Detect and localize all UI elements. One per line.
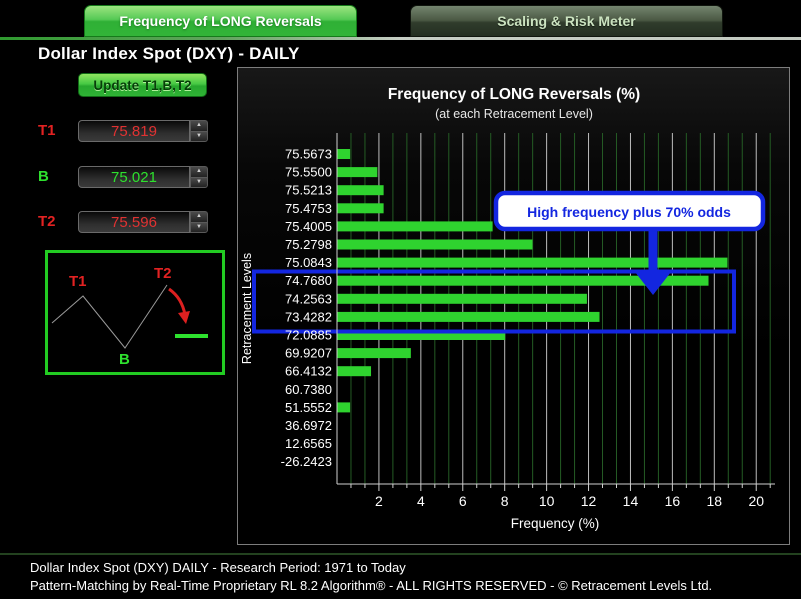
annotation-box	[493, 190, 766, 232]
x-tick-label: 12	[581, 493, 597, 509]
page-title: Dollar Index Spot (DXY) - DAILY	[38, 44, 300, 63]
y-tick-label: 66.4132	[285, 364, 332, 379]
t2-spinner-down-icon[interactable]: ▼	[190, 221, 208, 233]
chart-bar	[337, 167, 378, 178]
x-tick-label: 14	[623, 493, 639, 509]
y-tick-label: -26.2423	[281, 454, 332, 469]
pattern-diagram: T1 T2 B	[45, 250, 225, 375]
chart-bar	[337, 257, 728, 268]
y-tick-label: 73.4282	[285, 309, 332, 324]
bars	[337, 149, 728, 413]
b-spinner: ▲ ▼	[190, 166, 208, 188]
y-tick-label: 75.0843	[285, 255, 332, 270]
y-axis-title: Retracement Levels	[240, 253, 254, 364]
chart-bar	[337, 348, 411, 359]
chart-bar	[337, 185, 384, 196]
t1-label: T1	[38, 122, 56, 139]
x-tick-label: 16	[665, 493, 681, 509]
chart-bar	[337, 311, 600, 322]
y-tick-label: 75.2798	[285, 237, 332, 252]
status-line-research-period: Dollar Index Spot (DXY) DAILY - Research…	[30, 560, 406, 575]
x-axis-title: Frequency (%)	[511, 516, 600, 531]
t1-spinner-up-icon[interactable]: ▲	[190, 120, 208, 131]
tab-scaling-label: Scaling & Risk Meter	[497, 13, 636, 29]
chart-panel: Frequency of LONG Reversals (%) (at each …	[237, 67, 790, 545]
chart-bar	[337, 275, 709, 286]
x-tick-label: 18	[707, 493, 723, 509]
y-tick-label: 72.0885	[285, 328, 332, 343]
t2-spinner-up-icon[interactable]: ▲	[190, 211, 208, 222]
chart-bar	[337, 149, 351, 159]
annotation-text: High frequency plus 70% odds	[527, 204, 731, 220]
y-tick-label: 51.5552	[285, 400, 332, 415]
t2-spinner: ▲ ▼	[190, 211, 208, 233]
chart-bar	[337, 330, 506, 340]
chart-bar	[337, 239, 533, 250]
annotation-callout: High frequency plus 70% odds	[493, 190, 766, 295]
chart-subtitle: (at each Retracement Level)	[435, 107, 593, 121]
y-tick-label: 75.5500	[285, 165, 332, 180]
status-bar: Dollar Index Spot (DXY) DAILY - Research…	[30, 559, 790, 595]
x-tick-label: 10	[539, 493, 555, 509]
status-divider	[0, 553, 801, 555]
t1-field-row: T1 ▲ ▼	[0, 120, 215, 142]
t2-label: T2	[38, 213, 56, 230]
chart-bar	[337, 203, 384, 214]
y-tick-label: 75.4753	[285, 201, 332, 216]
x-tick-label: 2	[375, 493, 383, 509]
t2-field-row: T2 ▲ ▼	[0, 211, 215, 233]
t2-input[interactable]	[78, 211, 190, 233]
frequency-bar-chart: Frequency of LONG Reversals (%) (at each …	[240, 86, 775, 531]
diagram-t1-label: T1	[69, 273, 87, 290]
x-tick-label: 6	[459, 493, 467, 509]
pattern-diagram-drawing: T1 T2 B	[51, 265, 208, 368]
b-spinner-up-icon[interactable]: ▲	[190, 166, 208, 177]
b-field-row: B ▲ ▼	[0, 166, 215, 188]
y-tick-label: 75.4005	[285, 219, 332, 234]
diagram-b-label: B	[119, 351, 130, 368]
t1-spinner-down-icon[interactable]: ▼	[190, 130, 208, 142]
b-spinner-down-icon[interactable]: ▼	[190, 176, 208, 188]
chart-bar	[337, 366, 372, 377]
reversal-arrowhead	[178, 311, 190, 324]
b-input[interactable]	[78, 166, 190, 188]
tab-scaling-risk-meter[interactable]: Scaling & Risk Meter	[410, 5, 723, 37]
reversal-arrow	[168, 287, 187, 316]
b-label: B	[38, 168, 49, 185]
status-line-copyright: Pattern-Matching by Real-Time Proprietar…	[30, 578, 713, 593]
tab-frequency-label: Frequency of LONG Reversals	[119, 13, 322, 29]
t1-input[interactable]	[78, 120, 190, 142]
y-tick-label: 75.5213	[285, 183, 332, 198]
annotation-arrowhead	[635, 272, 671, 295]
highlight-rectangle	[252, 269, 736, 334]
tab-frequency-of-long-reversals[interactable]: Frequency of LONG Reversals	[84, 5, 357, 37]
y-tick-label: 12.6565	[285, 436, 332, 451]
y-tick-label: 60.7380	[285, 382, 332, 397]
diagram-t2-label: T2	[154, 265, 172, 282]
y-tick-label: 36.6972	[285, 418, 332, 433]
y-tick-label: 75.5673	[285, 147, 332, 162]
y-tick-label: 74.2563	[285, 291, 332, 306]
tab-underline	[0, 37, 801, 40]
y-tick-label: 74.7680	[285, 273, 332, 288]
chart-bar	[337, 293, 587, 304]
gridlines	[350, 133, 771, 484]
chart-bar	[337, 402, 351, 413]
x-tick-label: 20	[748, 493, 764, 509]
chart-bar	[337, 221, 493, 232]
chart-title: Frequency of LONG Reversals (%)	[388, 86, 640, 103]
y-tick-label: 69.9207	[285, 346, 332, 361]
t1-spinner: ▲ ▼	[190, 120, 208, 142]
x-tick-label: 4	[417, 493, 425, 509]
update-t1-b-t2-button[interactable]: Update T1,B,T2	[78, 73, 207, 97]
x-axis-ticks	[350, 484, 771, 491]
x-tick-label: 8	[501, 493, 509, 509]
price-zigzag-line	[51, 284, 168, 349]
